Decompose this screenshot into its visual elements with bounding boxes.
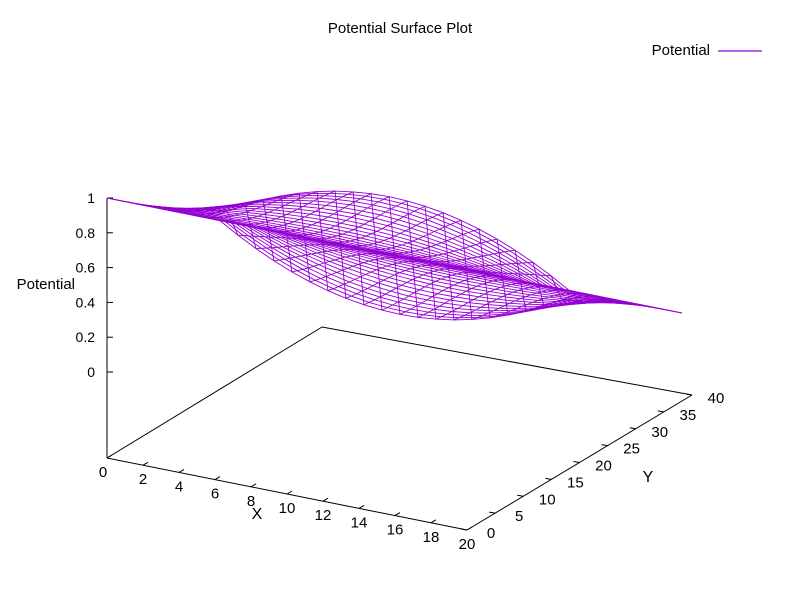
- y-tick-label: 5: [515, 508, 523, 525]
- surface-line-y: [300, 236, 661, 310]
- surface-line-y: [284, 233, 645, 306]
- y-tick-label: 15: [567, 474, 584, 491]
- x-tick: [286, 490, 293, 495]
- surface-line-y: [305, 237, 666, 311]
- surface-line-y: [123, 200, 484, 274]
- y-tick: [685, 393, 693, 396]
- x-tick: [322, 497, 329, 502]
- surface-line-y: [235, 223, 597, 314]
- surface-line-y: [176, 204, 538, 285]
- legend-label: Potential: [652, 42, 710, 59]
- x-tick-label: 0: [99, 464, 107, 481]
- surface-line-y: [155, 207, 516, 281]
- z-tick-label: 0.4: [76, 294, 96, 310]
- x-tick: [106, 454, 113, 459]
- z-tick-label: 0: [87, 364, 95, 380]
- surface-line-y: [257, 227, 618, 306]
- y-tick-label: 20: [595, 458, 612, 475]
- x-tick: [178, 468, 185, 473]
- surface-line-y: [241, 224, 602, 312]
- surface-line-y: [128, 201, 489, 275]
- z-tick-label: 0.2: [76, 329, 96, 345]
- back-edge: [321, 326, 693, 396]
- x-tick: [142, 461, 149, 466]
- x-tick-label: 10: [279, 500, 296, 517]
- surface-line-y: [278, 231, 640, 305]
- x-tick: [250, 483, 257, 488]
- x-tick-label: 6: [211, 486, 219, 503]
- x-tick: [430, 519, 437, 524]
- z-tick-label: 0.8: [76, 225, 96, 241]
- y-tick-label: 40: [708, 390, 725, 407]
- y-tick: [545, 477, 552, 480]
- y-tick: [629, 427, 636, 430]
- x-tick-label: 18: [423, 529, 440, 546]
- y-tick-label: 10: [539, 491, 556, 508]
- y-axis-label: Y: [643, 469, 654, 486]
- y-tick: [657, 410, 664, 413]
- surface-line-y: [289, 234, 650, 307]
- surface-line-y: [208, 190, 570, 291]
- x-tick: [358, 504, 365, 509]
- x-tick-label: 2: [139, 471, 147, 488]
- surface-line-y: [246, 225, 607, 309]
- surface-line-y: [294, 235, 656, 309]
- x-tick-label: 4: [175, 478, 183, 495]
- surface-wireframe: [106, 190, 683, 321]
- x-axis-label: X: [252, 506, 263, 523]
- x-tick: [214, 476, 221, 481]
- surface-line-y: [321, 240, 683, 314]
- surface-line-y: [262, 228, 623, 304]
- z-axis-label: Potential: [17, 276, 75, 293]
- x-tick-label: 8: [247, 493, 255, 510]
- y-tick-label: 30: [651, 424, 668, 441]
- y-tick-label: 35: [680, 407, 697, 424]
- y-tick: [573, 461, 580, 463]
- y-tick: [517, 494, 524, 497]
- y-tick-label: 25: [623, 441, 640, 458]
- chart-title: Potential Surface Plot: [328, 20, 473, 37]
- surface-line-y: [139, 204, 500, 277]
- surface-line-y: [268, 229, 629, 304]
- y-tick: [460, 528, 468, 531]
- surface-line-y: [144, 205, 505, 278]
- y-tick: [601, 444, 608, 447]
- x-tick-label: 20: [459, 536, 476, 553]
- z-tick-label: 0.6: [76, 260, 96, 276]
- x-tick: [394, 512, 401, 517]
- x-tick-label: 12: [315, 507, 332, 524]
- x-tick-label: 14: [351, 514, 368, 531]
- surface-line-y: [273, 230, 634, 304]
- x-tick: [466, 526, 473, 531]
- back-left-edge: [106, 326, 323, 459]
- x-tick-label: 16: [387, 522, 404, 539]
- surface-line-y: [251, 226, 613, 307]
- y-tick-label: 0: [487, 525, 495, 542]
- z-tick-label: 1: [87, 190, 95, 206]
- y-tick: [489, 511, 496, 514]
